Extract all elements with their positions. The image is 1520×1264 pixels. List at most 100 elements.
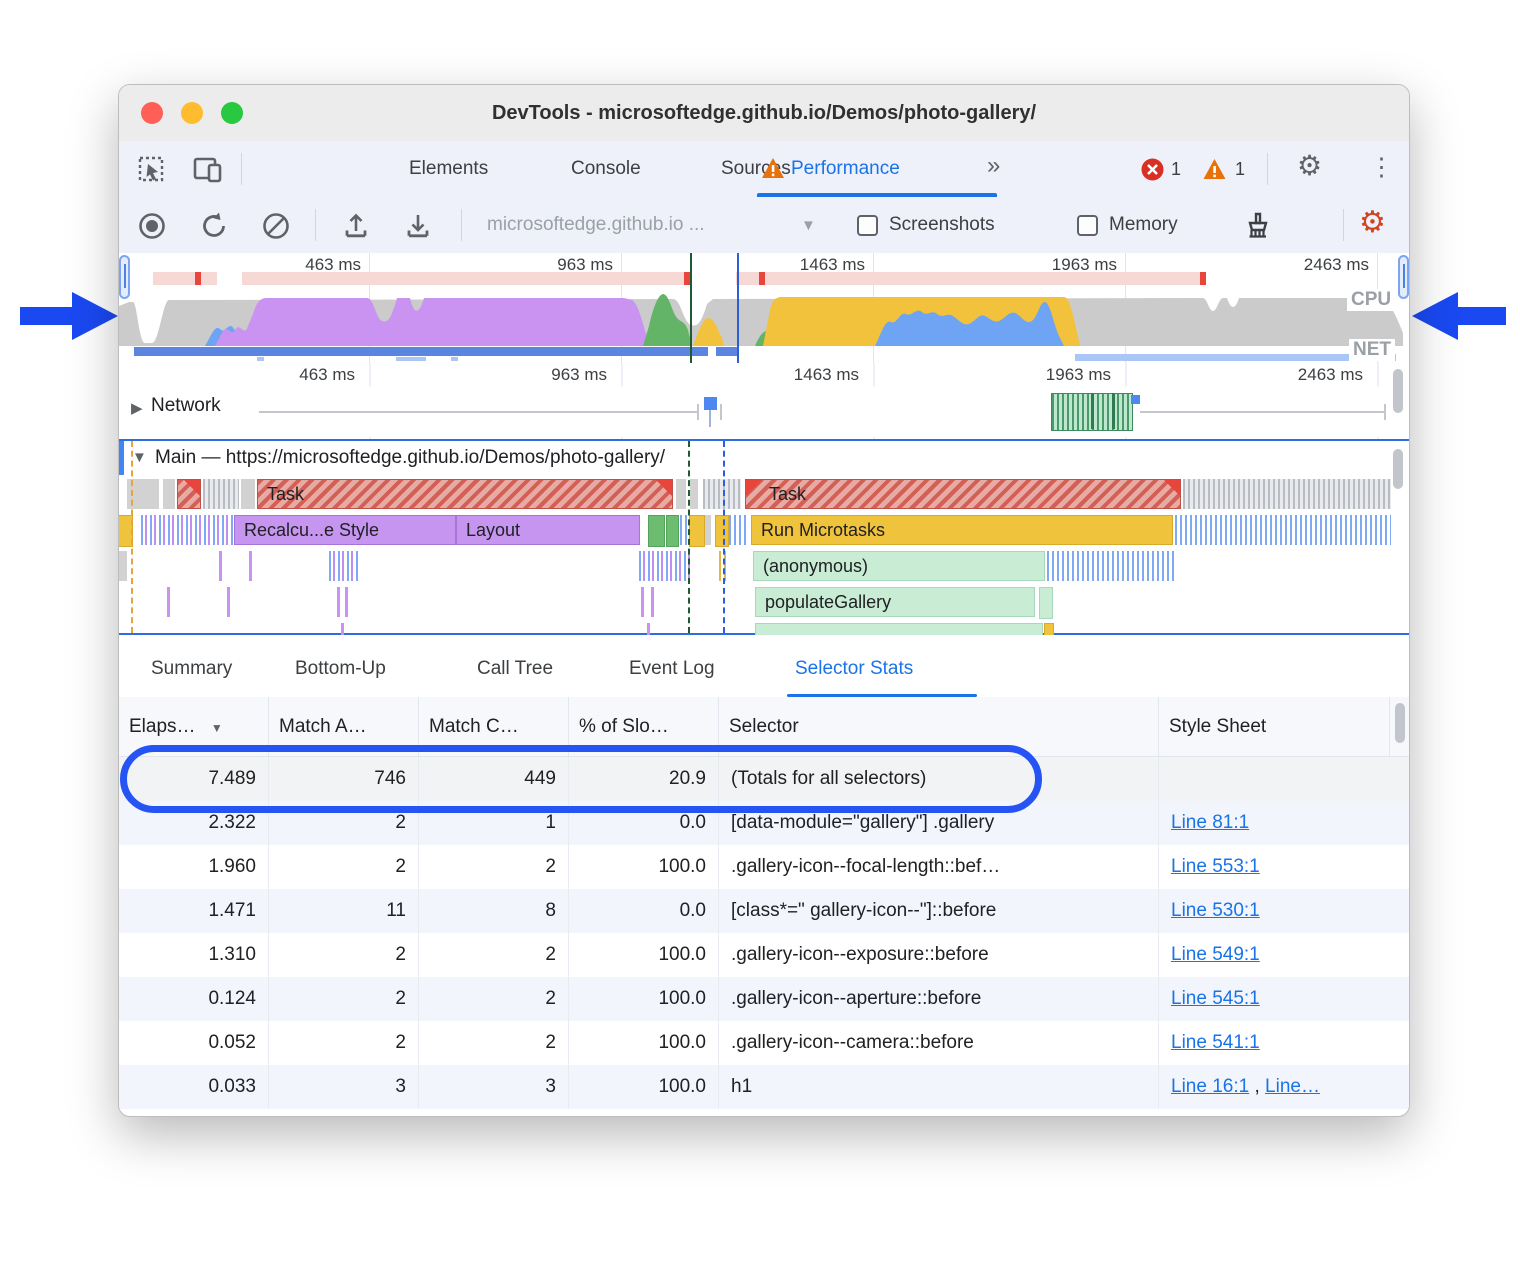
flame-row-2[interactable]: Recalcu...e Style Layout Run Microtasks [119,515,1405,547]
garbage-collect-icon[interactable] [1237,210,1269,247]
tab-selector-stats[interactable]: Selector Stats [795,658,914,679]
cell-selector: .gallery-icon--exposure::before [719,933,1159,977]
kebab-menu-icon[interactable]: ⋮ [1369,153,1394,181]
style-sheet-link[interactable]: Line 545:1 [1171,988,1260,1009]
inspect-icon[interactable] [137,155,167,190]
style-sheet-link[interactable]: Line 16:1 [1171,1076,1250,1097]
download-profile-icon[interactable] [403,211,433,246]
style-sheet-link-2[interactable]: Line… [1265,1076,1320,1097]
network-scrollbar-thumb[interactable] [1393,369,1403,413]
tabbar-separator [241,153,242,185]
table-row-totals[interactable]: 7.489 746 449 20.9 (Totals for all selec… [119,757,1409,801]
table-row[interactable]: 1.471 11 8 0.0 [class*=" gallery-icon--"… [119,889,1409,933]
col-pct-slow[interactable]: % of Slo… [569,697,719,757]
style-sheet-link[interactable]: Line 81:1 [1171,812,1250,833]
minimize-window-button[interactable] [181,102,203,124]
annotation-arrow-left [20,292,118,340]
memory-checkbox[interactable] [1077,215,1098,236]
table-row[interactable]: 1.310 2 2 100.0 .gallery-icon--exposure:… [119,933,1409,977]
table-row[interactable]: 1.960 2 2 100.0 .gallery-icon--focal-len… [119,845,1409,889]
task-bar[interactable]: Task [745,479,1181,509]
error-badge-icon[interactable] [1141,158,1164,186]
col-match-attempts[interactable]: Match A… [269,697,419,757]
main-disclosure-icon[interactable]: ▼ [132,449,147,466]
flame-row-4[interactable]: populateGallery [119,587,1405,619]
cell-match-count: 8 [419,889,569,933]
settings-gear-icon[interactable]: ⚙ [1297,150,1323,181]
tab-performance[interactable]: Performance [757,141,997,197]
cell-pct: 100.0 [569,845,719,889]
overview-right-handle[interactable] [1398,255,1409,299]
warning-badge-icon[interactable] [1202,158,1227,185]
table-row[interactable]: 2.322 2 1 0.0 [data-module="gallery"] .g… [119,801,1409,845]
upload-profile-icon[interactable] [341,211,371,246]
history-selector[interactable]: microsoftedge.github.io ... [487,214,705,235]
style-sheet-link[interactable]: Line 549:1 [1171,944,1260,965]
tab-bottom-up[interactable]: Bottom-Up [295,658,386,679]
cell-match-count: 2 [419,1021,569,1065]
network-request-marker[interactable] [1131,395,1140,404]
main-thread-track[interactable]: ▼ Main — https://microsoftedge.github.io… [119,439,1409,635]
cell-match-attempts: 2 [269,933,419,977]
capture-settings-gear-icon[interactable]: ⚙ [1359,206,1386,239]
tab-summary[interactable]: Summary [151,658,233,679]
net-track-label: NET [1349,339,1395,361]
style-sheet-link[interactable]: Line 541:1 [1171,1032,1260,1053]
tab-call-tree[interactable]: Call Tree [477,658,554,679]
flame-row-3[interactable]: (anonymous) [119,551,1405,581]
screenshots-checkbox[interactable] [857,215,878,236]
col-selector[interactable]: Selector [719,697,1159,757]
timeline-overview[interactable]: 463 ms 963 ms 1463 ms 1963 ms 2463 ms [119,253,1409,364]
screenshots-label: Screenshots [889,214,995,235]
anonymous-bar[interactable]: (anonymous) [753,551,1045,581]
net-activity-bar [716,347,738,356]
table-row[interactable]: 0.124 2 2 100.0 .gallery-icon--aperture:… [119,977,1409,1021]
table-scrollbar-thumb[interactable] [1395,703,1405,743]
run-microtasks-bar[interactable]: Run Microtasks [751,515,1173,545]
overview-left-handle[interactable] [119,255,130,299]
cell-selector: .gallery-icon--focal-length::bef… [719,845,1159,889]
device-toolbar-icon[interactable] [193,156,223,189]
cell-elapsed: 0.124 [119,977,269,1021]
cell-pct: 100.0 [569,1065,719,1109]
cell-match-count: 2 [419,933,569,977]
populate-gallery-bar[interactable]: populateGallery [755,587,1035,617]
window-titlebar[interactable]: DevTools - microsoftedge.github.io/Demos… [119,85,1409,142]
load-marker-line [737,253,739,363]
record-button[interactable] [137,211,167,246]
network-disclosure-icon[interactable]: ▶ [131,400,143,417]
tab-event-log[interactable]: Event Log [629,658,715,679]
flame-row-5[interactable] [119,623,1405,635]
col-elapsed[interactable]: Elaps… ▼ [119,697,269,757]
cell-selector: .gallery-icon--aperture::before [719,977,1159,1021]
style-sheet-link[interactable]: Line 553:1 [1171,856,1260,877]
recalculate-style-bar[interactable]: Recalcu...e Style [234,515,456,545]
close-window-button[interactable] [141,102,163,124]
style-sheet-link[interactable]: Line 530:1 [1171,900,1260,921]
more-tabs-icon[interactable]: » [987,152,1001,179]
table-row[interactable]: 0.033 3 3 100.0 h1 Line 16:1 , Line… [119,1065,1409,1109]
col-match-count[interactable]: Match C… [419,697,569,757]
layout-bar[interactable]: Layout [456,515,640,545]
cell-pct: 0.0 [569,801,719,845]
clear-button[interactable] [261,211,291,246]
network-request-marker[interactable] [704,397,717,410]
flame-row-tasks[interactable]: Task Task [119,479,1405,509]
table-row[interactable]: 0.052 2 2 100.0 .gallery-icon--camera::b… [119,1021,1409,1065]
toolbar-separator-2 [461,209,462,241]
flame-scrollbar-thumb[interactable] [1393,449,1403,489]
tab-console[interactable]: Console [571,158,641,179]
devtools-window: DevTools - microsoftedge.github.io/Demos… [118,84,1410,1117]
history-selector-caret-icon: ▼ [801,217,816,234]
cell-selector: [data-module="gallery"] .gallery [719,801,1159,845]
ruler-time-label: 1963 ms [1045,365,1111,384]
cell-pct: 0.0 [569,889,719,933]
network-track[interactable]: ▶ Network [119,369,1409,437]
reload-record-button[interactable] [199,211,229,246]
cell-selector: .gallery-icon--camera::before [719,1021,1159,1065]
maximize-window-button[interactable] [221,102,243,124]
tab-elements[interactable]: Elements [409,158,489,179]
col-style-sheet[interactable]: Style Sheet [1169,716,1267,737]
cpu-activity-chart [119,294,1403,346]
task-bar[interactable]: Task [257,479,673,509]
